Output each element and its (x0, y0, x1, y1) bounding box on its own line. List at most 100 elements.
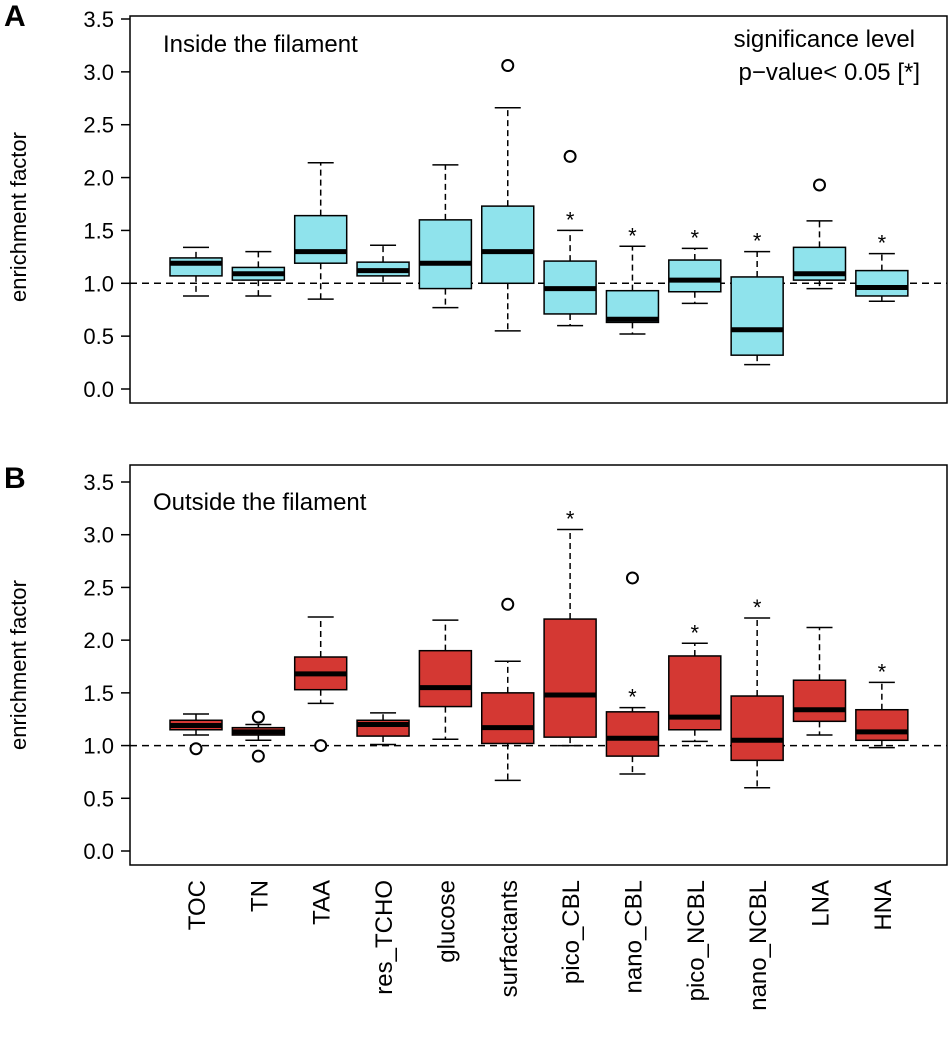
outlier-point (625, 571, 639, 585)
significance-asterisk: * (628, 223, 637, 248)
x-tick-label: pico_NCBL (683, 880, 710, 1001)
panel-a-frame (129, 15, 948, 404)
y-tick-label: 0.0 (83, 377, 114, 402)
y-tick-label: 2.5 (83, 113, 114, 138)
y-tick-label: 2.5 (83, 575, 114, 600)
box-a-glucose (418, 164, 473, 309)
y-tick-label: 3.5 (83, 470, 114, 495)
x-axis-labels: TOC TN TAA res_TCHO glucose surfactants pico_C… (184, 880, 897, 1011)
panel-b-y-axis: 0.0 0.5 1.0 1.5 2.0 2.5 3.0 3.5 (83, 470, 130, 864)
y-tick-label: 0.5 (83, 786, 114, 811)
box-a-pico_NCBL: * (668, 225, 722, 305)
box-iqr (730, 695, 784, 762)
box-iqr (855, 269, 909, 297)
box-iqr (293, 214, 348, 264)
significance-label-line1: significance level (734, 26, 915, 53)
panel-b: B Outside the filament enrichment factor… (4, 462, 948, 866)
box-b-TOC (169, 713, 223, 756)
panel-b-boxes: * * * * * (169, 506, 909, 789)
box-a-TAA (293, 162, 348, 300)
outlier-point (189, 742, 203, 756)
box-b-res_TCHO (356, 712, 410, 746)
x-tick-label: TN (246, 880, 273, 912)
box-a-HNA: * (855, 231, 909, 303)
significance-asterisk: * (566, 506, 575, 531)
box-iqr (668, 259, 722, 293)
y-tick-label: 2.0 (83, 628, 114, 653)
box-iqr (169, 257, 223, 277)
significance-asterisk: * (691, 225, 700, 250)
y-tick-label: 3.0 (83, 60, 114, 85)
box-iqr (481, 205, 535, 285)
x-tick-label: TAA (309, 880, 336, 925)
outlier-point (251, 749, 265, 763)
x-tick-label: LNA (808, 880, 835, 927)
panel-b-label: B (4, 462, 26, 495)
outlier-point (314, 739, 328, 753)
panel-a-y-axis: 0.0 0.5 1.0 1.5 2.0 2.5 3.0 3.5 (83, 7, 130, 402)
y-tick-label: 1.5 (83, 681, 114, 706)
y-tick-label: 1.0 (83, 734, 114, 759)
box-iqr (730, 276, 784, 356)
panel-a-title: Inside the filament (163, 31, 358, 58)
box-b-surfactants (481, 597, 535, 782)
x-tick-label: res_TCHO (371, 880, 398, 995)
box-a-TOC (169, 246, 223, 297)
box-a-LNA (792, 178, 847, 290)
x-tick-label: nano_NCBL (745, 880, 772, 1011)
y-tick-label: 0.5 (83, 324, 114, 349)
box-b-nano_CBL: * (605, 571, 660, 775)
panel-a: A Inside the filament significance level… (4, 0, 948, 404)
box-iqr (418, 649, 473, 708)
significance-asterisk: * (878, 659, 887, 684)
outlier-point (501, 597, 515, 611)
box-iqr (855, 708, 909, 742)
y-tick-label: 1.5 (83, 218, 114, 243)
panel-a-ylabel: enrichment factor (6, 132, 31, 302)
box-a-res_TCHO (356, 244, 410, 285)
box-a-TN (231, 250, 286, 297)
panel-b-ylabel: enrichment factor (6, 580, 31, 750)
box-b-glucose (418, 619, 473, 740)
outlier-point (813, 178, 826, 192)
box-b-HNA: * (855, 659, 909, 749)
box-iqr (543, 618, 597, 738)
box-iqr (605, 711, 660, 757)
box-iqr (418, 219, 473, 290)
box-iqr (792, 679, 847, 723)
x-tick-label: pico_CBL (558, 880, 585, 984)
x-tick-label: surfactants (496, 880, 523, 997)
significance-asterisk: * (566, 207, 575, 232)
box-a-nano_CBL: * (605, 223, 660, 335)
significance-label-line2: p−value< 0.05 [*] (739, 59, 920, 86)
outlier-point (501, 59, 515, 73)
y-tick-label: 2.0 (83, 166, 114, 191)
box-b-TN (231, 710, 286, 763)
box-b-LNA (792, 626, 847, 736)
x-tick-label: TOC (184, 880, 211, 930)
significance-asterisk: * (753, 595, 762, 620)
box-iqr (481, 692, 535, 745)
x-tick-label: glucose (433, 880, 460, 963)
box-a-pico_CBL: * (543, 149, 597, 327)
box-a-nano_NCBL: * (730, 229, 784, 366)
panel-b-title: Outside the filament (153, 489, 367, 516)
x-tick-label: HNA (870, 880, 897, 931)
significance-asterisk: * (691, 620, 700, 645)
outlier-point (251, 710, 265, 724)
outlier-point (563, 149, 577, 163)
y-tick-label: 1.0 (83, 271, 114, 296)
y-tick-label: 3.0 (83, 523, 114, 548)
box-b-nano_NCBL: * (730, 595, 784, 789)
panel-a-boxes: * * * * * (169, 59, 909, 366)
y-tick-label: 0.0 (83, 839, 114, 864)
panel-b-frame (129, 464, 948, 866)
significance-asterisk: * (878, 231, 887, 256)
box-b-pico_CBL: * (543, 506, 597, 747)
x-tick-label: nano_CBL (620, 880, 647, 993)
box-a-surfactants (481, 59, 535, 332)
y-tick-label: 3.5 (83, 7, 114, 32)
box-b-TAA (293, 616, 348, 753)
significance-asterisk: * (753, 229, 762, 254)
